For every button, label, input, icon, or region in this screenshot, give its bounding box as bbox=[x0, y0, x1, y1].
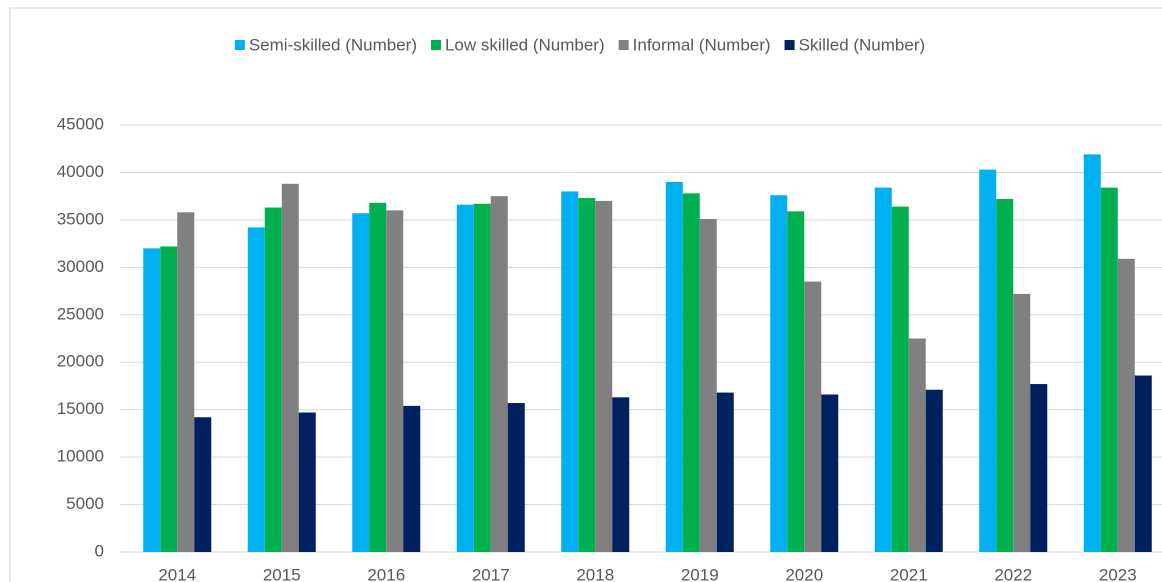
bar bbox=[386, 210, 404, 552]
bar bbox=[979, 169, 997, 552]
x-tick-label: 2021 bbox=[890, 565, 928, 582]
y-tick-label: 30000 bbox=[57, 257, 104, 276]
legend-item: Informal (Number) bbox=[618, 35, 771, 54]
bar bbox=[1134, 375, 1152, 552]
legend-swatch bbox=[618, 40, 629, 50]
legend-swatch bbox=[430, 40, 441, 50]
bar bbox=[507, 403, 525, 552]
x-tick-label: 2020 bbox=[785, 565, 823, 582]
legend-label: Semi-skilled (Number) bbox=[249, 35, 417, 54]
bar bbox=[264, 207, 282, 552]
bar bbox=[578, 198, 596, 552]
y-tick-label: 45000 bbox=[57, 114, 104, 133]
y-tick-label: 10000 bbox=[57, 447, 104, 466]
x-tick-label: 2022 bbox=[994, 565, 1032, 582]
bar bbox=[473, 203, 491, 552]
bar bbox=[1083, 154, 1101, 552]
bar bbox=[1117, 258, 1135, 552]
bar bbox=[281, 183, 299, 552]
bar bbox=[456, 204, 474, 552]
bar bbox=[194, 417, 212, 552]
legend-item: Low skilled (Number) bbox=[430, 35, 605, 54]
bar bbox=[996, 199, 1014, 552]
y-tick-label: 0 bbox=[95, 541, 104, 560]
bar bbox=[787, 211, 805, 553]
legend-swatch bbox=[234, 40, 245, 50]
bar bbox=[247, 227, 265, 553]
x-tick-label: 2016 bbox=[367, 565, 405, 582]
bar bbox=[716, 392, 734, 552]
legend-label: Informal (Number) bbox=[633, 35, 771, 54]
bar bbox=[891, 206, 909, 553]
x-tick-label: 2019 bbox=[681, 565, 719, 582]
bars bbox=[143, 154, 1152, 553]
bar bbox=[352, 213, 370, 552]
y-tick-label: 35000 bbox=[57, 209, 104, 228]
bar bbox=[804, 281, 822, 552]
bar bbox=[403, 405, 421, 552]
bar bbox=[874, 187, 892, 553]
bar bbox=[1100, 187, 1118, 553]
bar bbox=[908, 338, 926, 552]
y-tick-label: 15000 bbox=[57, 399, 104, 418]
legend-swatch bbox=[784, 40, 795, 50]
bar bbox=[682, 193, 700, 552]
x-tick-label: 2015 bbox=[263, 565, 301, 582]
legend-item: Skilled (Number) bbox=[784, 35, 926, 54]
x-tick-label: 2023 bbox=[1099, 565, 1137, 582]
y-tick-label: 5000 bbox=[66, 494, 104, 513]
legend-label: Skilled (Number) bbox=[799, 35, 926, 54]
bar bbox=[699, 218, 717, 552]
bar bbox=[770, 195, 788, 552]
bar bbox=[612, 397, 630, 552]
legend-label: Low skilled (Number) bbox=[445, 35, 605, 54]
x-tick-label: 2018 bbox=[576, 565, 614, 582]
bar bbox=[595, 200, 613, 552]
bar bbox=[821, 394, 839, 552]
bar bbox=[143, 248, 161, 552]
x-tick-label: 2014 bbox=[158, 565, 196, 582]
bar bbox=[160, 246, 178, 553]
bar bbox=[177, 212, 195, 552]
x-tick-label: 2017 bbox=[472, 565, 510, 582]
labels: 0 5000 10000 15000 20000 25000 30000 35000 40000… bbox=[57, 114, 1137, 582]
bar bbox=[561, 191, 579, 552]
bar bbox=[925, 389, 943, 552]
legend: Semi-skilled (Number) Low skilled (Number… bbox=[234, 35, 926, 54]
bar bbox=[1030, 384, 1048, 552]
bar bbox=[665, 181, 683, 552]
y-tick-label: 40000 bbox=[57, 162, 104, 181]
bar bbox=[298, 412, 316, 552]
bar bbox=[1013, 293, 1031, 552]
legend-item: Semi-skilled (Number) bbox=[234, 35, 417, 54]
bar bbox=[490, 196, 508, 552]
bar bbox=[369, 202, 387, 552]
y-tick-label: 20000 bbox=[57, 352, 104, 371]
y-tick-label: 25000 bbox=[57, 304, 104, 323]
